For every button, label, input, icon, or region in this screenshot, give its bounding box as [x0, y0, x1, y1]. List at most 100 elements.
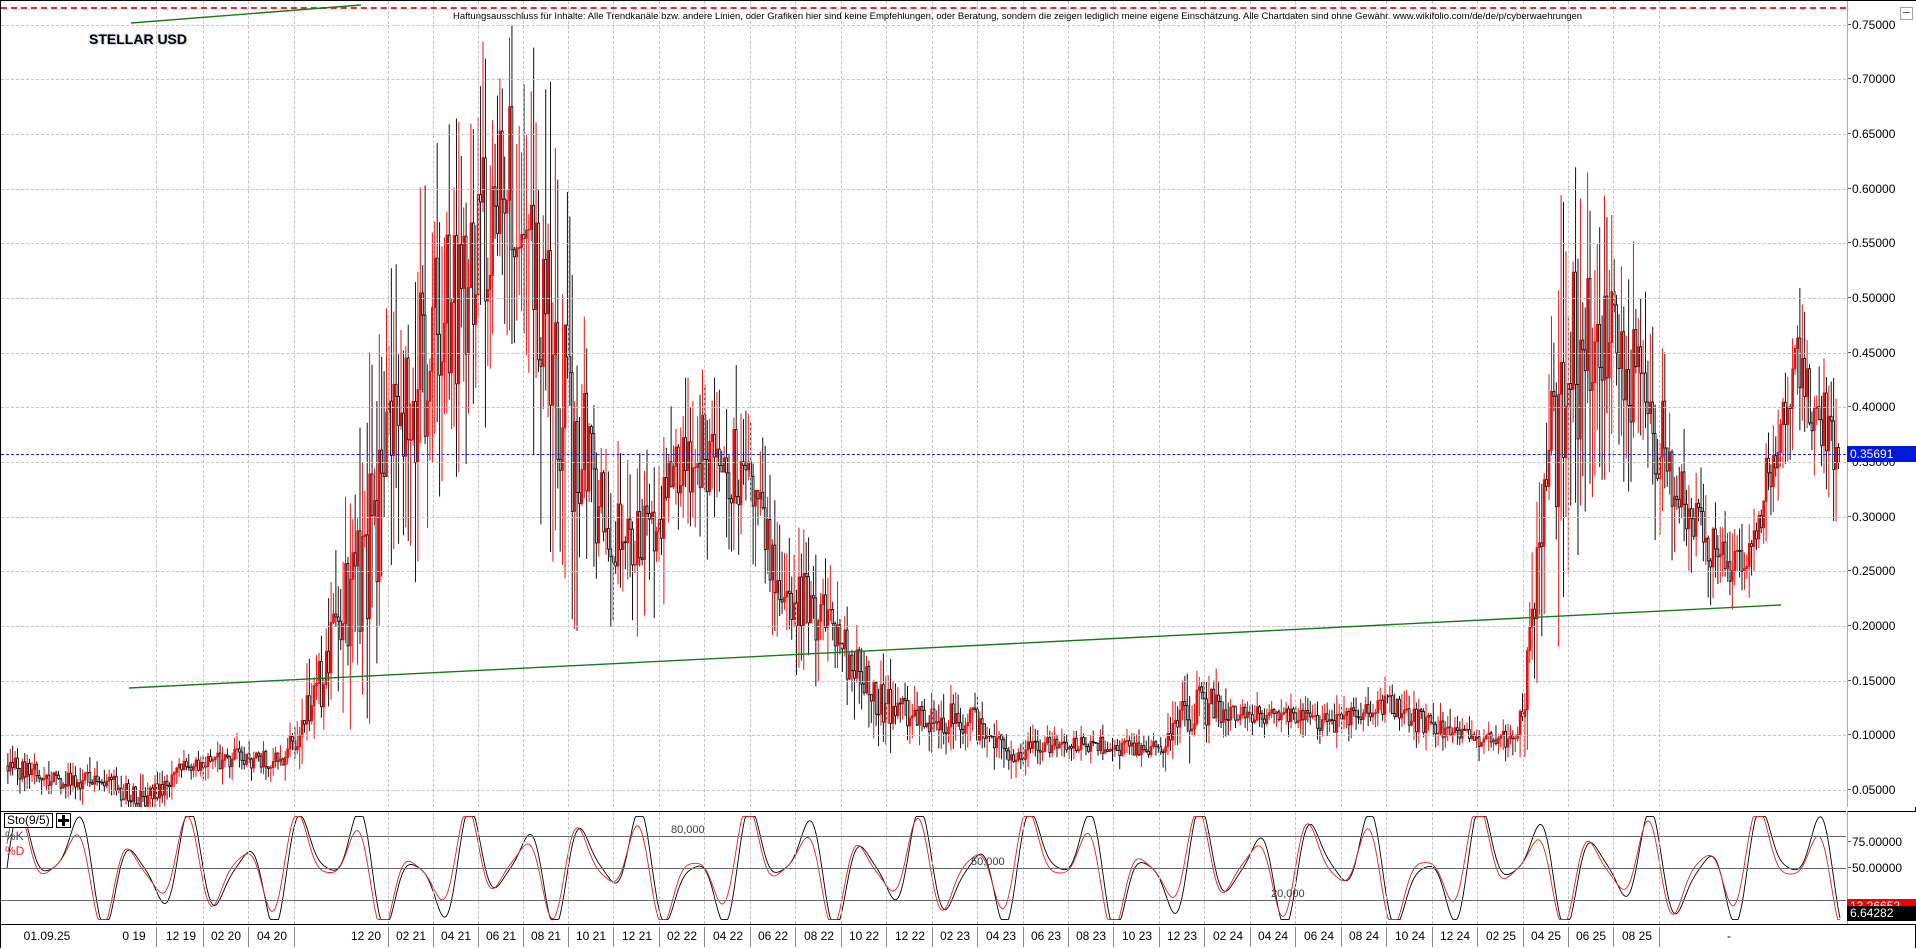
gridline-horizontal: [1, 24, 1846, 26]
candle-body: [1759, 514, 1763, 529]
candle-body: [1526, 650, 1529, 711]
candle-body: [1161, 751, 1165, 754]
candle-body: [182, 760, 186, 771]
candle-body: [57, 774, 60, 780]
indicator-name-label[interactable]: Sto(9/5): [4, 813, 53, 828]
time-axis-separator: [568, 927, 569, 947]
candle-body: [910, 715, 914, 719]
candle-body: [1697, 502, 1700, 509]
candle-body: [435, 257, 439, 335]
candle-body: [920, 705, 924, 711]
time-axis[interactable]: 01.09.25 0 19 12 19 02 20 04 20 12 20 02 21 04 …: [1, 924, 1915, 949]
gridline-vertical: [1386, 1, 1387, 807]
price-axis-tick-label: 0.40000: [1852, 400, 1896, 415]
candle-body: [1530, 608, 1534, 628]
candle-body: [262, 750, 265, 768]
stochastic-level-label: 50,000: [971, 856, 1005, 868]
candle-body: [1277, 711, 1281, 721]
price-axis[interactable]: 0.75000 0.70000 0.65000 0.60000 0.55000 0.500…: [1847, 1, 1916, 807]
candle-body: [821, 594, 825, 606]
gridline-vertical: [886, 1, 887, 807]
candle-body: [146, 794, 150, 807]
candle-body: [1267, 712, 1271, 716]
time-axis-separator: [1068, 927, 1069, 947]
stochastic-legend[interactable]: Sto(9/5): [4, 813, 71, 828]
candle-body: [896, 702, 900, 717]
candle-body: [515, 247, 519, 258]
candle-body: [1195, 689, 1199, 725]
candle-body: [365, 534, 369, 620]
gridline-vertical: [1068, 1, 1069, 807]
candle-body: [754, 489, 757, 507]
gridline-vertical: [568, 1, 569, 807]
candle-body: [937, 721, 941, 731]
candle-body: [1663, 400, 1667, 449]
candle-body: [1422, 711, 1425, 733]
candle-body: [1002, 739, 1006, 750]
gridline-vertical: [1659, 1, 1660, 807]
candle-body: [187, 766, 191, 768]
stochastic-axis-tick-label: 75.00000: [1852, 834, 1903, 849]
collapse-icon[interactable]: [1900, 7, 1913, 20]
candle-body: [1513, 737, 1517, 740]
candle-body: [295, 746, 299, 751]
candle-body: [1629, 404, 1633, 423]
gridline-horizontal: [1, 243, 1846, 245]
candle-body: [595, 468, 598, 544]
candle-body: [633, 564, 637, 566]
time-axis-separator: [932, 927, 933, 947]
candle-body: [614, 561, 617, 567]
candle-body: [1017, 752, 1020, 761]
gridline-horizontal: [1, 79, 1846, 81]
candle-body: [1014, 759, 1018, 763]
candle-body: [819, 604, 822, 622]
price-axis-tick: 0.55000: [1848, 237, 1916, 249]
time-axis-separator: [1477, 927, 1478, 947]
gridline-vertical: [1023, 1, 1024, 807]
candle-body: [134, 786, 138, 805]
candle-body: [966, 722, 970, 727]
candle-body: [1731, 570, 1734, 582]
candle-body: [1362, 712, 1365, 720]
candle-body: [1231, 705, 1235, 708]
candle-body: [544, 258, 548, 315]
candle-body: [1677, 498, 1681, 508]
candle-body: [1523, 709, 1527, 718]
candle-body: [1793, 348, 1797, 370]
candle-body: [623, 541, 627, 544]
price-chart-pane[interactable]: STELLAR USD Haftungsausschluss für Inhal…: [1, 1, 1846, 807]
candle-body: [1747, 543, 1751, 567]
candle-body: [886, 689, 890, 704]
time-axis-separator: [1204, 927, 1205, 947]
candle-body: [283, 756, 287, 766]
candle-body: [1803, 358, 1807, 398]
candle-body: [1099, 736, 1102, 751]
time-axis-separator: [977, 927, 978, 947]
candle-body: [86, 772, 89, 774]
candle-body: [1699, 507, 1703, 512]
candle-body: [785, 590, 789, 598]
current-price-badge: 0.35691: [1847, 446, 1916, 463]
time-axis-tick-label: 12 22: [894, 929, 926, 943]
candle-body: [23, 761, 27, 778]
candle-body: [836, 624, 839, 647]
stochastic-pane[interactable]: 80,000 50,000 20,000: [1, 811, 1846, 924]
candle-body: [1308, 712, 1312, 718]
candle-body: [1033, 740, 1037, 743]
candle-body: [573, 421, 576, 512]
gridline-horizontal: [1, 735, 1846, 737]
plus-expand-icon[interactable]: [55, 813, 71, 828]
candle-body: [344, 563, 347, 624]
candle-body: [1234, 705, 1237, 721]
candle-body: [1246, 711, 1249, 719]
candle-body: [1342, 714, 1346, 720]
gridline-horizontal: [1, 352, 1846, 354]
gridline-vertical: [1113, 1, 1114, 807]
candle-body: [727, 472, 731, 500]
time-axis-separator: [523, 927, 524, 947]
time-axis-tick-label: 04 22: [712, 929, 744, 943]
candle-body: [860, 671, 863, 685]
candle-body: [1135, 742, 1138, 756]
gridline-horizontal: [1, 297, 1846, 299]
candle-body: [1412, 708, 1416, 722]
